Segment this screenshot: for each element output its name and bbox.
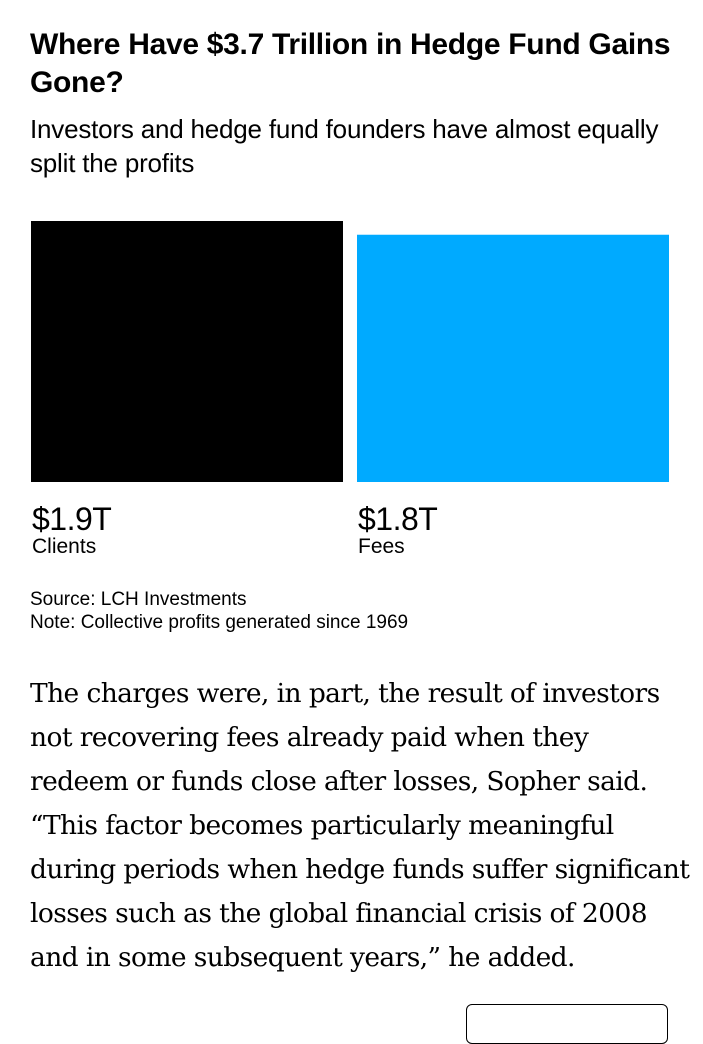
category-label-fees: Fees — [358, 535, 405, 558]
value-label-clients: $1.9T — [32, 501, 111, 537]
bar-clients — [31, 221, 343, 482]
chart-subtitle: Investors and hedge fund founders have a… — [30, 114, 659, 178]
category-label-clients: Clients — [32, 535, 96, 558]
chart-source: Source: LCH Investments — [30, 589, 247, 610]
chart-title: Where Have $3.7 Trillion in Hedge Fund G… — [30, 28, 671, 99]
value-label-fees: $1.8T — [358, 501, 437, 537]
bar-fees — [357, 234, 669, 482]
article-paragraph: The charges were, in part, the result of… — [30, 678, 690, 973]
chart-note: Note: Collective profits generated since… — [30, 612, 409, 633]
partial-action-button[interactable] — [466, 1004, 668, 1044]
